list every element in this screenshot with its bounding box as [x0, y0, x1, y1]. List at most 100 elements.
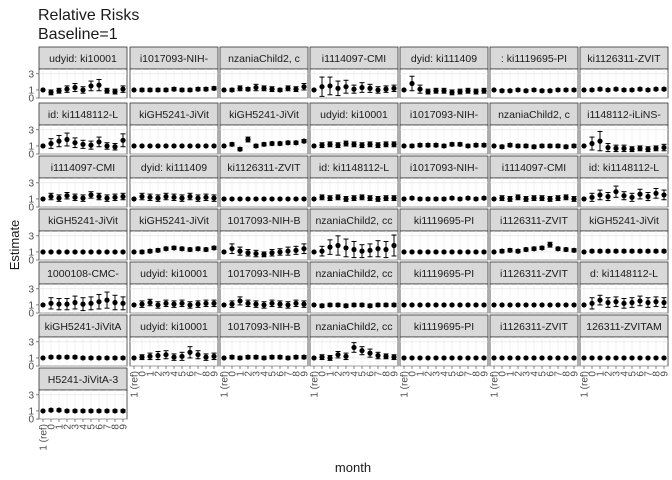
x-tick-label: 1 (ref) [220, 371, 231, 398]
estimate-point [195, 352, 201, 358]
estimate-point [80, 195, 86, 201]
estimate-point [88, 142, 94, 148]
estimate-point [48, 354, 54, 360]
estimate-point [211, 143, 217, 149]
estimate-point [120, 193, 126, 200]
facet-panel: id: ki1148112-L 01 3 [28, 102, 128, 161]
estimate-point [195, 86, 201, 92]
facet-strip-label: i1017093-NIH- [140, 53, 209, 65]
estimate-point [645, 355, 651, 361]
facet-panel: ki1126311-ZVIT [579, 46, 669, 99]
estimate-point [441, 249, 447, 255]
estimate-point [311, 249, 317, 255]
estimate-point [253, 354, 259, 360]
y-tick-label: 0 [28, 150, 34, 161]
facet-strip-label: kiGH5241-JiVit [229, 109, 299, 121]
estimate-point [457, 249, 463, 255]
x-axis-title: month [335, 460, 371, 475]
estimate-point [457, 355, 463, 361]
estimate-point [547, 355, 553, 361]
estimate-point [621, 300, 627, 306]
estimate-point [147, 248, 153, 254]
facet-panel: i1114097-CMI [309, 46, 399, 99]
facet-strip-label: i1017093-NIH- [410, 109, 479, 121]
x-tick-label: 4 [620, 371, 631, 377]
estimate-point [581, 196, 587, 202]
estimate-point [441, 143, 447, 149]
x-tick-label: 3 [71, 424, 82, 430]
estimate-point [581, 87, 587, 93]
facet-strip-label: H5241-JiVitA-3 [48, 374, 119, 386]
estimate-point [88, 300, 94, 306]
facet-strip-label: udyid: ki10001 [140, 268, 208, 280]
facet-strip-label: ki1119695-PI [414, 268, 474, 280]
facet-panel: udyid: ki10001 01 3 [28, 46, 128, 105]
estimate-point [48, 249, 54, 255]
estimate-point [155, 195, 161, 201]
estimate-point [221, 87, 227, 93]
facet-strip-label: nzaniaChild2, cc [315, 215, 392, 227]
facet-strip-label: udyid: ki10001 [49, 53, 117, 65]
estimate-point [417, 302, 423, 308]
estimate-point [499, 248, 505, 254]
x-tick-label: 2 [63, 424, 74, 430]
estimate-point [72, 84, 78, 91]
x-tick-label: 1 [146, 371, 157, 377]
estimate-point [621, 355, 627, 361]
estimate-point [417, 249, 423, 255]
facet-strip-label: ki1126311-ZVIT [587, 53, 661, 65]
facet-strip-label: id: ki1148112-L [319, 162, 389, 174]
facet-strip-label: ki1119695-PI [414, 321, 474, 333]
facet-panel: ki1119695-PI [399, 208, 489, 261]
estimate-point [40, 196, 46, 202]
estimate-point [555, 355, 561, 361]
estimate-point [351, 195, 357, 201]
x-tick-label: 7 [554, 371, 565, 377]
facet-panel: dyid: ki111409 [399, 46, 489, 99]
estimate-point [163, 143, 169, 149]
estimate-point [88, 192, 94, 198]
estimate-point [491, 87, 497, 93]
estimate-point [171, 194, 177, 200]
estimate-point [359, 348, 365, 354]
estimate-point [375, 196, 381, 202]
facet-strip-label: i1114097-CMI [322, 53, 386, 65]
estimate-point [155, 143, 161, 149]
estimate-point [229, 301, 235, 307]
estimate-point [473, 88, 479, 95]
estimate-point [433, 142, 439, 148]
facet-strip-label: ki1119695-PI [414, 215, 474, 227]
estimate-point [253, 301, 259, 307]
y-tick-label: 3 [28, 178, 34, 189]
estimate-point [433, 302, 439, 308]
estimate-point [383, 141, 389, 147]
estimate-point [237, 196, 243, 202]
estimate-point [131, 355, 137, 361]
estimate-point [653, 248, 659, 254]
estimate-point [147, 353, 153, 359]
facet-panel: : ki1119695-PI [489, 46, 579, 99]
x-tick-label: 9 [390, 371, 401, 377]
estimate-point [571, 196, 577, 202]
estimate-point [383, 86, 389, 92]
estimate-point [499, 355, 505, 361]
estimate-point [523, 246, 529, 253]
x-tick-label: 6 [546, 371, 557, 377]
x-tick-label: 3 [162, 371, 173, 377]
estimate-point [645, 146, 651, 152]
facet-panel: i1114097-CMI [489, 155, 579, 208]
estimate-point [613, 189, 619, 195]
estimate-point [343, 140, 349, 147]
estimate-point [555, 195, 561, 201]
estimate-point [293, 300, 299, 306]
facet-panel: d: ki1148112-L [579, 261, 669, 314]
facet-strip-label: 1017093-NIH-B [228, 268, 301, 280]
x-tick-label: 7 [103, 424, 114, 430]
estimate-point [409, 302, 415, 308]
estimate-point [56, 301, 62, 307]
estimate-point [163, 193, 169, 200]
estimate-point [80, 87, 86, 93]
estimate-point [171, 301, 177, 307]
estimate-point [301, 138, 307, 144]
